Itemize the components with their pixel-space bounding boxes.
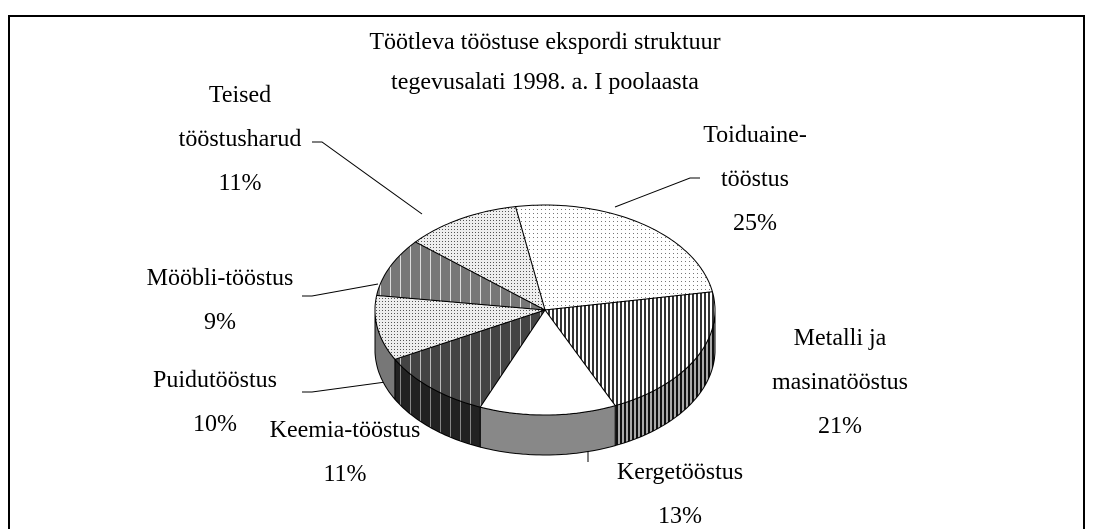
slice-label: Mööbli-tööstus 9% — [100, 256, 340, 344]
slice — [514, 204, 714, 311]
category-label: Toiduaine-tööstus — [703, 122, 807, 192]
value-label: 11% — [323, 461, 367, 487]
category-label: Metalli ja masinatööstus — [772, 325, 908, 395]
value-label: 25% — [733, 210, 777, 236]
category-label: Puidutööstus — [152, 367, 278, 393]
pie-tops — [374, 204, 716, 416]
slice-label: Teised tööstusharud 11% — [165, 73, 315, 205]
slice-label: Toiduaine-tööstus 25% — [685, 113, 825, 245]
slice — [544, 291, 716, 407]
leader-line — [614, 177, 700, 208]
value-label: 9% — [204, 309, 236, 335]
slice — [374, 294, 546, 360]
slice — [376, 241, 546, 311]
slice-label: Keemia-tööstus 11% — [245, 408, 445, 496]
value-label: 13% — [658, 503, 702, 529]
category-label: Teised tööstusharud — [178, 82, 302, 152]
slice-label: Puidutööstus 10% — [115, 358, 315, 446]
slice — [414, 206, 546, 311]
slice-label: Metalli ja masinatööstus 21% — [755, 316, 925, 448]
value-label: 11% — [218, 170, 262, 196]
chart-frame — [8, 15, 1085, 529]
slice — [394, 309, 547, 408]
leader-line — [302, 379, 401, 393]
value-label: 10% — [193, 411, 237, 437]
slice — [479, 309, 617, 416]
chart-title: Töötleva tööstuse ekspordi struktuur teg… — [369, 29, 721, 95]
leader-line — [302, 283, 379, 297]
value-label: 21% — [818, 413, 862, 439]
slice-label: Kergetööstus 13% — [580, 450, 780, 529]
leader-line — [312, 141, 423, 215]
category-label: Keemia-tööstus — [269, 417, 421, 443]
category-label: Mööbli-tööstus — [146, 265, 294, 291]
category-label: Kergetööstus — [616, 459, 744, 485]
